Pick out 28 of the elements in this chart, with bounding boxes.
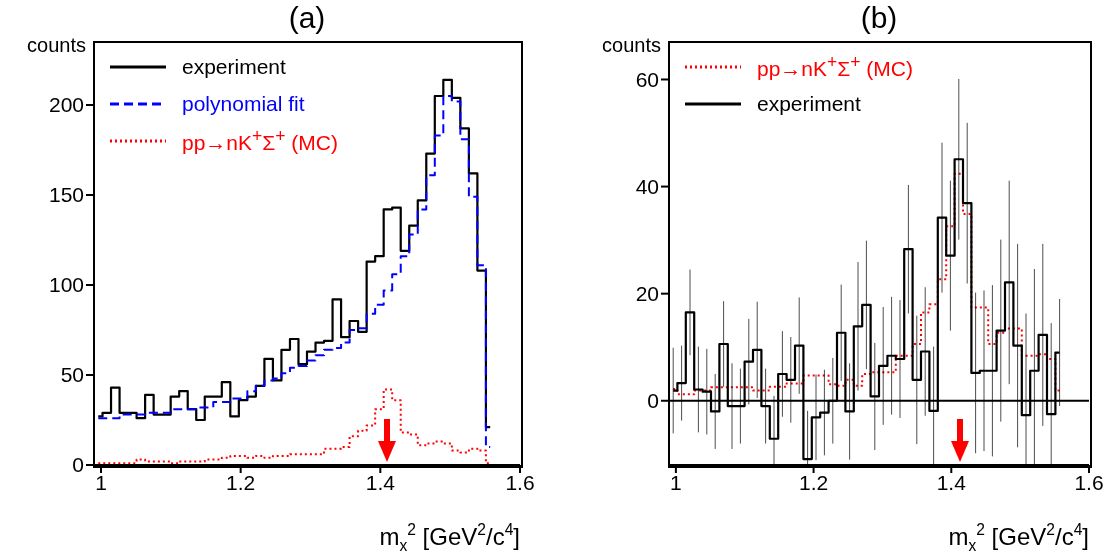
y-tick-label: 20 (635, 282, 659, 306)
legend-label: experiment (182, 54, 286, 79)
x-tick-label: 1 (95, 470, 107, 494)
y-axis-title: counts (27, 34, 86, 56)
legend-label: polynomial fit (182, 91, 305, 116)
y-tick-label: 60 (635, 67, 659, 91)
y-tick-label: 0 (72, 453, 84, 477)
y-tick-label: 200 (48, 93, 84, 117)
x-axis-title: m$_{x}$$^{2}$ [GeV$^{2}$/c$^{4}$] (948, 521, 1089, 554)
y-tick-label: 50 (60, 363, 84, 387)
y-tick-label: 40 (635, 175, 659, 199)
x-tick-label: 1.6 (1074, 470, 1104, 494)
y-tick-label: 0 (647, 389, 659, 413)
y-tick-label: 100 (48, 273, 84, 297)
y-tick-label: 150 (48, 183, 84, 207)
x-tick-label: 1.2 (798, 470, 829, 494)
x-axis-title: m$_{x}$$^{2}$ [GeV$^{2}$/c$^{4}$] (379, 521, 520, 554)
y-axis-title: counts (602, 34, 661, 56)
legend-label: experiment (757, 91, 861, 116)
legend-label: pp→nK$^{+}$Σ$^{+}$ (MC) (757, 52, 913, 81)
x-tick-label: 1.2 (226, 470, 256, 494)
x-tick-label: 1.6 (505, 470, 535, 494)
legend-label: pp→nK$^{+}$Σ$^{+}$ (MC) (182, 126, 338, 155)
x-tick-label: 1.4 (936, 470, 967, 494)
chart-title: (a) (288, 1, 326, 34)
x-tick-label: 1 (670, 470, 682, 494)
x-tick-label: 1.4 (365, 470, 396, 494)
chart-title: (b) (860, 1, 898, 34)
